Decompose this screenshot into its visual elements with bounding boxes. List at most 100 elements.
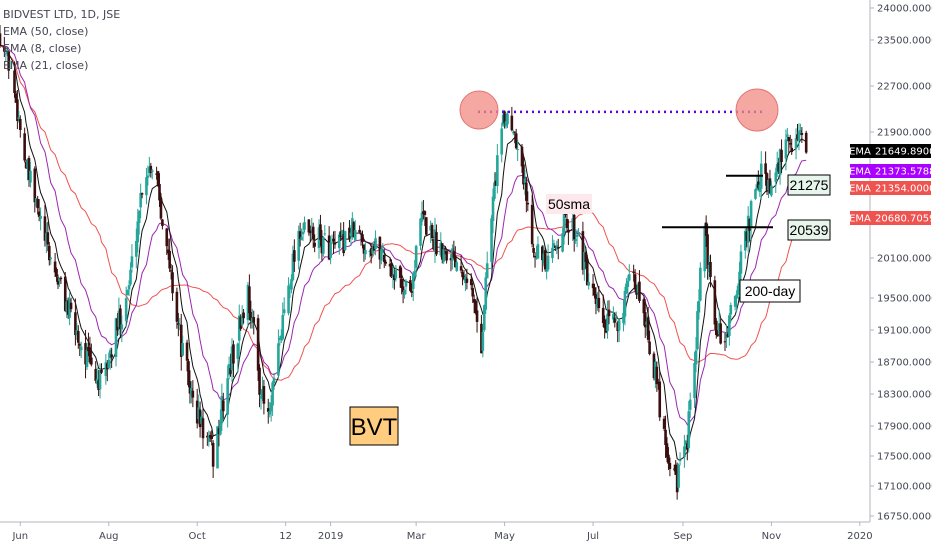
candle: [413, 260, 416, 278]
candle: [411, 271, 415, 301]
candle: [188, 370, 192, 404]
candle: [683, 434, 686, 468]
candle: [774, 167, 778, 194]
candle: [8, 60, 12, 70]
candle: [699, 262, 702, 302]
time-axis[interactable]: Jun Aug Oct 12 2019 Mar May Jul Sep Nov 2020: [0, 521, 873, 542]
candle: [587, 273, 590, 290]
candle: [585, 254, 589, 286]
candle: [709, 254, 712, 288]
candle: [13, 61, 16, 98]
candle: [500, 122, 503, 163]
y-tick-label: 18700.0000: [877, 358, 932, 369]
candle: [443, 246, 447, 255]
candle: [390, 259, 393, 279]
candle: [246, 282, 250, 328]
candle: [126, 289, 129, 296]
candle: [26, 158, 29, 181]
candle: [648, 330, 651, 356]
label-20539-box: 20539: [787, 219, 831, 241]
candle: [430, 222, 434, 241]
candle: [562, 210, 566, 245]
candle: [704, 215, 708, 247]
candle: [137, 210, 141, 235]
candle: [686, 434, 689, 461]
candle: [380, 246, 383, 265]
candle: [455, 260, 459, 272]
candle: [561, 228, 564, 253]
candle: [319, 214, 322, 247]
candle: [29, 161, 32, 188]
candle: [632, 264, 635, 282]
candle: [277, 329, 280, 379]
candle: [797, 123, 801, 151]
candle: [100, 363, 103, 374]
candle: [754, 188, 757, 201]
candle: [340, 229, 344, 238]
candle: [107, 352, 111, 369]
candle: [68, 291, 71, 326]
candle: [414, 244, 418, 278]
candle: [198, 401, 202, 438]
candle: [400, 267, 403, 295]
candle: [616, 320, 619, 343]
x-tick-label: May: [494, 531, 515, 542]
x-tick-label: Jun: [11, 531, 28, 542]
candle: [626, 275, 630, 296]
candle: [462, 270, 466, 281]
candle: [571, 208, 575, 242]
candle: [764, 151, 767, 186]
candle: [259, 390, 263, 410]
candle: [465, 268, 469, 290]
candle: [755, 174, 759, 191]
candle: [440, 243, 444, 264]
candle: [281, 302, 285, 341]
candle: [226, 365, 229, 428]
candle: [351, 212, 354, 240]
candle: [551, 235, 554, 263]
candle: [229, 353, 232, 377]
candle: [715, 317, 718, 339]
label-21275-box: 21275: [787, 174, 831, 196]
candle: [543, 247, 547, 272]
candle: [206, 432, 209, 446]
candle: [601, 294, 605, 327]
candle: [503, 110, 506, 129]
candle: [4, 52, 8, 62]
candle: [574, 229, 577, 244]
candle: [697, 289, 701, 320]
candle: [140, 192, 144, 199]
candle: [45, 222, 48, 254]
candle: [332, 231, 335, 255]
candle: [728, 313, 731, 346]
candle: [46, 221, 50, 252]
candle: [352, 221, 356, 238]
candle: [200, 411, 203, 425]
candle: [95, 367, 99, 388]
candle: [268, 402, 271, 418]
candle: [307, 219, 311, 236]
candle: [633, 269, 637, 293]
candle: [614, 311, 618, 322]
candle: [623, 286, 627, 326]
candle: [232, 340, 235, 378]
candle: [638, 270, 641, 304]
candle: [749, 199, 753, 240]
candle: [303, 216, 306, 233]
candle: [261, 376, 264, 402]
candle: [150, 168, 154, 180]
candle: [787, 137, 791, 154]
candle: [145, 167, 148, 205]
candle: [301, 223, 305, 242]
candle: [327, 226, 331, 261]
candle: [516, 139, 519, 161]
price-tag: EMA 20680.7059: [849, 211, 932, 225]
candle: [433, 217, 437, 264]
candle: [572, 212, 576, 252]
candle: [207, 430, 211, 447]
price-axis[interactable]: 24000.0000 23500.0000 22700.0000 21900.0000…: [869, 0, 932, 523]
ticker-box: BVT: [349, 406, 399, 446]
candle: [85, 342, 89, 370]
